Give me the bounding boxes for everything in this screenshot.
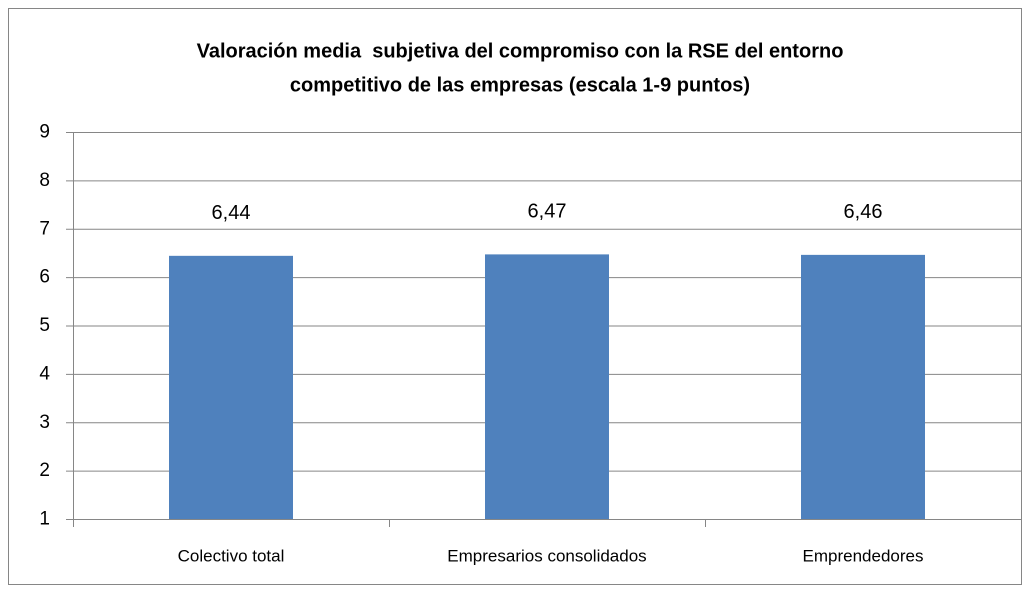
y-tick-label: 9: [39, 122, 50, 143]
y-tick-label: 2: [39, 460, 50, 481]
y-tick-label: 8: [39, 170, 50, 191]
value-label: 6,46: [844, 201, 883, 223]
x-tick-label: Emprendedores: [803, 546, 924, 565]
y-tick-label: 6: [39, 267, 50, 288]
x-tick-label: Colectivo total: [178, 546, 285, 565]
value-label: 6,47: [528, 201, 567, 223]
y-tick-label: 5: [39, 315, 50, 336]
bar: [801, 254, 925, 519]
x-tick-label: Empresarios consolidados: [447, 546, 646, 565]
y-tick-label: 7: [39, 218, 50, 239]
value-label: 6,44: [212, 202, 251, 224]
y-tick-label: 4: [39, 363, 50, 384]
chart-title: competitivo de las empresas (escala 1-9 …: [290, 74, 750, 96]
bar: [485, 254, 609, 520]
bar: [169, 255, 293, 519]
chart-title: Valoración media subjetiva del compromis…: [197, 40, 844, 62]
y-tick-label: 3: [39, 412, 50, 433]
y-tick-label: 1: [39, 509, 50, 530]
